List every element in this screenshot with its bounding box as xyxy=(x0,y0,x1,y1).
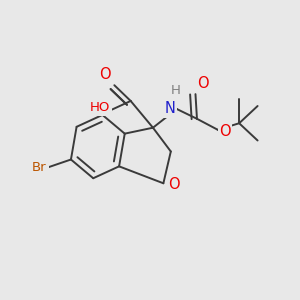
Text: O: O xyxy=(168,177,179,192)
Text: N: N xyxy=(164,101,175,116)
Text: H: H xyxy=(170,84,180,97)
Text: Br: Br xyxy=(32,161,47,174)
Text: O: O xyxy=(197,76,208,91)
Text: O: O xyxy=(219,124,231,139)
Text: HO: HO xyxy=(89,101,110,114)
Text: O: O xyxy=(99,67,111,82)
